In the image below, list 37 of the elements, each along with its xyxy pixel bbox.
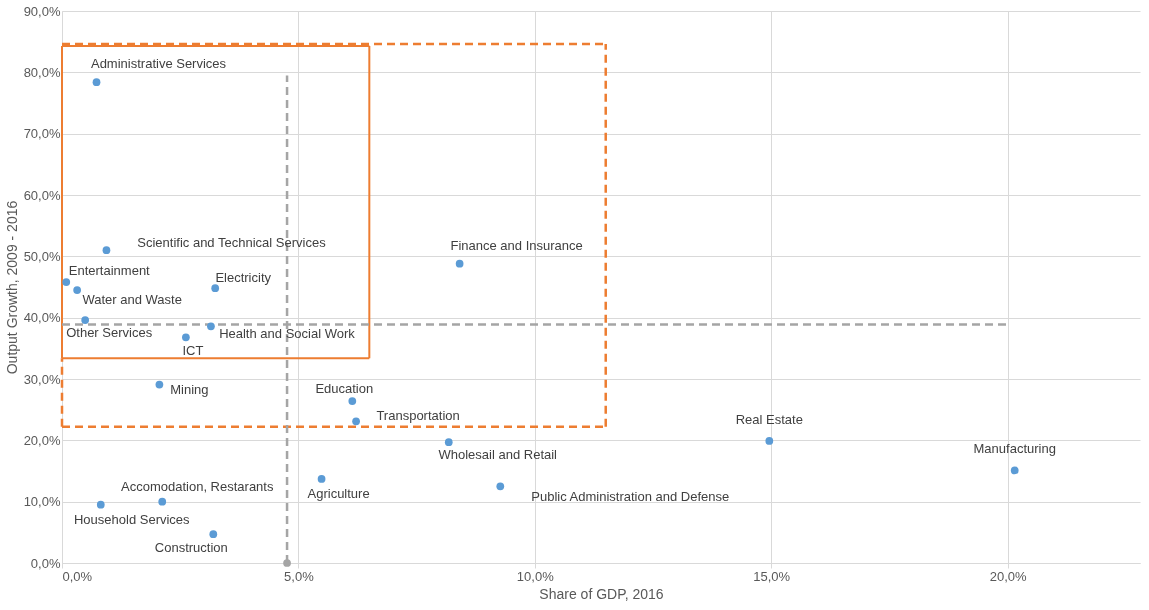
y-tick-label: 60,0% [23, 187, 61, 203]
y-tick-label: 10,0% [23, 494, 61, 510]
y-tick-label: 0,0% [30, 555, 61, 571]
annotation: Mining [170, 381, 209, 397]
annotation: Education [315, 381, 374, 397]
y-tick-label: 50,0% [23, 248, 61, 264]
annotation: Water and Waste [82, 292, 182, 308]
y-axis-title: Output Growth, 2009 - 2016 [3, 200, 20, 375]
annotation: Wholesail and Retail [438, 447, 558, 463]
annotation: Entertainment [68, 263, 151, 279]
annotation: Construction [154, 540, 228, 556]
x-tick-label: 0,0% [62, 568, 93, 584]
annotation: Electricity [215, 270, 272, 286]
y-tick-label: 90,0% [23, 3, 61, 19]
annotation: Transportation [376, 408, 460, 424]
x-tick-label: 10,0% [516, 568, 555, 584]
y-tick-label: 30,0% [23, 371, 61, 387]
x-tick-label: 15,0% [753, 568, 791, 584]
y-tick-label: 80,0% [23, 64, 61, 80]
x-tick-label: 20,0% [989, 568, 1027, 584]
y-tick-label: 20,0% [23, 432, 61, 448]
annotation: ICT [182, 343, 204, 359]
annotation: Real Estate [735, 411, 803, 427]
annotation: Household Services [73, 511, 191, 527]
annotation: Finance and Insurance [450, 237, 583, 253]
annotation: Manufacturing [973, 441, 1056, 457]
y-tick-label: 70,0% [23, 126, 61, 142]
x-axis-title: Share of GDP, 2016 [539, 585, 664, 602]
annotation: Accomodation, Restarants [121, 478, 274, 494]
annotation: Administrative Services [90, 56, 227, 72]
y-tick-label: 40,0% [23, 310, 61, 326]
annotation: Other Services [66, 325, 153, 341]
annotation: Public Administration and Defense [531, 489, 730, 505]
annotation: Health and Social Work [219, 326, 356, 342]
annotation: Scientific and Technical Services [137, 235, 327, 251]
x-tick-label: 5,0% [284, 568, 315, 584]
annotation: Agriculture [307, 485, 370, 501]
